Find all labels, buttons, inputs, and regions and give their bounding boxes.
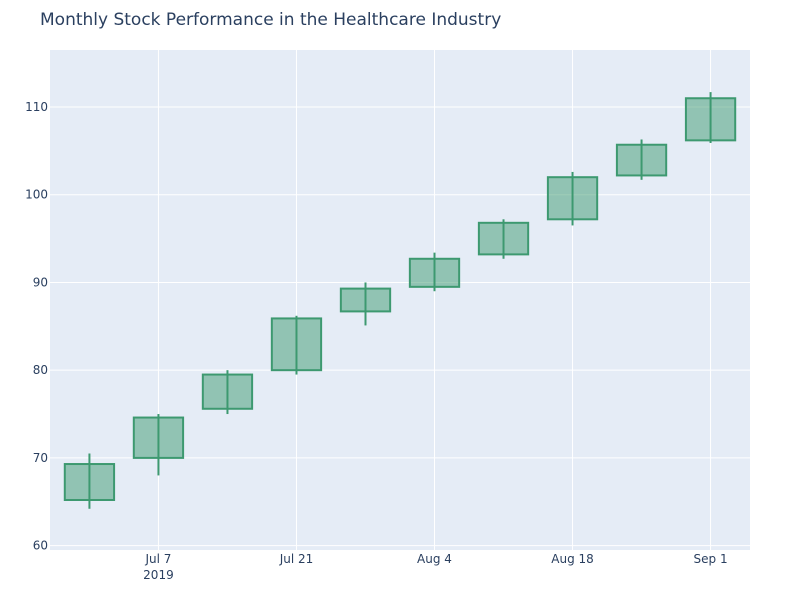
y-axis-ticks: 60 70 80 90 100 110 — [25, 100, 48, 553]
candle — [408, 252, 461, 292]
candle-body — [63, 463, 116, 502]
x-tick-sublabel: 2019 — [143, 568, 174, 582]
candle — [339, 282, 392, 326]
candle — [63, 453, 116, 509]
x-tick-label: Sep 1 — [694, 552, 728, 566]
y-tick-label: 80 — [33, 363, 48, 377]
candle-body — [615, 143, 668, 177]
candle-body — [339, 287, 392, 313]
candle — [546, 171, 599, 226]
y-tick-label: 90 — [33, 275, 48, 289]
candle-body — [408, 257, 461, 288]
candle — [132, 414, 185, 476]
chart-title: Monthly Stock Performance in the Healthc… — [40, 10, 501, 30]
y-tick-label: 70 — [33, 451, 48, 465]
y-tick-label: 100 — [25, 188, 48, 202]
candle — [270, 315, 323, 375]
y-tick-label: 110 — [25, 100, 48, 114]
candle-body — [270, 317, 323, 372]
x-tick-label: Jul 21 — [279, 552, 314, 566]
candles — [63, 92, 737, 509]
candle — [477, 219, 530, 259]
x-tick-label: Aug 18 — [551, 552, 594, 566]
candle — [684, 92, 737, 143]
y-tick-label: 60 — [33, 539, 48, 553]
x-tick-label: Jul 7 — [144, 552, 171, 566]
candle-body — [546, 176, 599, 221]
candle — [615, 139, 668, 180]
x-tick-label: Aug 4 — [417, 552, 452, 566]
candle-body — [684, 97, 737, 142]
candle-body — [201, 373, 254, 410]
candle-body — [132, 416, 185, 459]
candle-body — [477, 221, 530, 256]
candle — [201, 370, 254, 415]
x-axis-ticks: Jul 7 2019 Jul 21 Aug 4 Aug 18 Sep 1 — [143, 552, 727, 582]
plot-background — [50, 50, 750, 550]
